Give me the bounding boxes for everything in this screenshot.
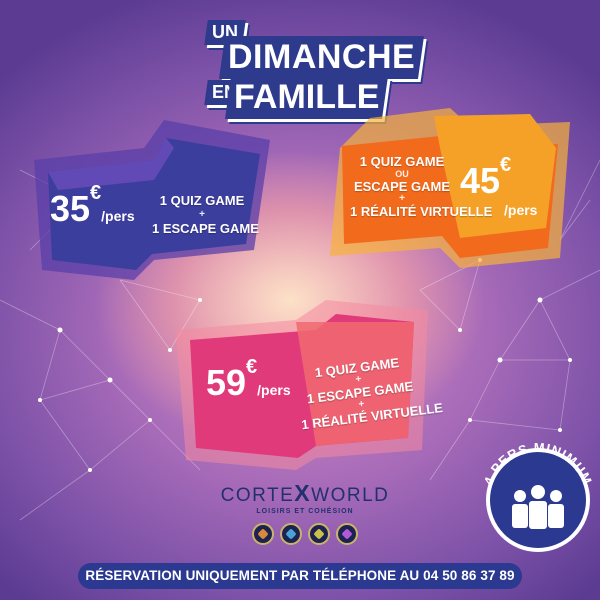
minimum-people-badge (486, 448, 590, 552)
offer-card-45: 1 QUIZ GAME OU ESCAPE GAME + 1 RÉALITÉ V… (330, 108, 570, 278)
title-word-dimanche: DIMANCHE (218, 36, 425, 79)
offer-item: 1 QUIZ GAME (159, 193, 245, 208)
escape-game-icon (280, 523, 302, 545)
brand-icons (210, 523, 400, 545)
badge-arc-text: 4 PERS MINIMUM (481, 440, 596, 487)
offer-items: 1 QUIZ GAME OU ESCAPE GAME + 1 RÉALITÉ V… (350, 154, 493, 219)
svg-text:4 PERS MINIMUM: 4 PERS MINIMUM (481, 440, 596, 487)
group-people-icon (512, 485, 564, 529)
offer-card-59: 59€/pers 1 QUIZ GAME + 1 ESCAPE GAME + 1… (176, 300, 444, 470)
offer-card-shape (176, 300, 428, 470)
offer-price: 59€/pers (206, 356, 291, 403)
brand-name: CORTEXWORLD (220, 480, 390, 506)
offer-item: 1 ESCAPE GAME (152, 221, 259, 236)
offer-card-shape (34, 120, 270, 280)
offer-card-35: 35€/pers 1 QUIZ GAME + 1 ESCAPE GAME (34, 120, 270, 280)
reservation-banner: RÉSERVATION UNIQUEMENT PAR TÉLÉPHONE AU … (78, 563, 522, 589)
offer-or: OU (395, 169, 409, 179)
offer-price: 35€/pers (50, 182, 135, 229)
offer-item: ESCAPE GAME (353, 179, 451, 194)
brand-logo: CORTEXWORLD LOISIRS ET COHÉSION (210, 480, 400, 550)
offer-item: 1 QUIZ GAME (359, 154, 445, 169)
virtual-reality-icon (308, 523, 330, 545)
brand-tagline: LOISIRS ET COHÉSION (256, 508, 354, 515)
offer-price: 45€ /pers (460, 154, 538, 218)
quiz-game-icon (252, 523, 274, 545)
offer-plus: + (399, 193, 405, 204)
offer-item: 1 RÉALITÉ VIRTUELLE (350, 204, 493, 219)
offer-items: 1 QUIZ GAME + 1 ESCAPE GAME (152, 192, 259, 238)
offer-card-shape (330, 108, 570, 268)
offer-plus: + (199, 209, 205, 220)
universe-icon (336, 523, 358, 545)
